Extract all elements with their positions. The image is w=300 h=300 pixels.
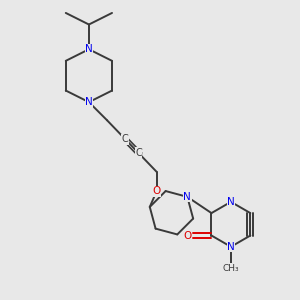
Text: N: N bbox=[184, 192, 191, 202]
Text: O: O bbox=[152, 186, 161, 196]
Text: O: O bbox=[183, 230, 191, 241]
Text: C: C bbox=[122, 134, 129, 144]
Text: N: N bbox=[85, 44, 93, 54]
Text: N: N bbox=[227, 242, 235, 252]
Text: C: C bbox=[135, 148, 142, 158]
Text: N: N bbox=[227, 197, 235, 207]
Text: CH₃: CH₃ bbox=[223, 264, 239, 273]
Text: N: N bbox=[85, 97, 93, 107]
